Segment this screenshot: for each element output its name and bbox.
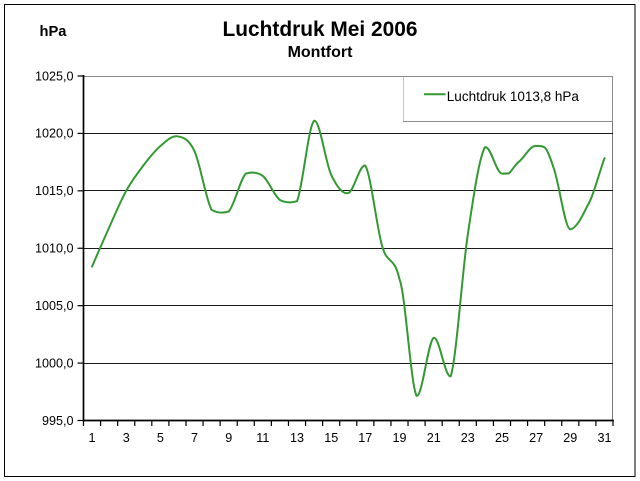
svg-text:Luchtdruk Mei 2006: Luchtdruk Mei 2006 xyxy=(222,18,417,41)
svg-text:1010,0: 1010,0 xyxy=(35,242,74,256)
svg-text:Montfort: Montfort xyxy=(288,44,354,61)
svg-text:1005,0: 1005,0 xyxy=(35,299,74,313)
svg-text:27: 27 xyxy=(529,431,543,445)
svg-text:1: 1 xyxy=(88,431,95,445)
svg-text:1020,0: 1020,0 xyxy=(35,127,74,141)
svg-text:15: 15 xyxy=(324,431,338,445)
svg-text:23: 23 xyxy=(461,431,475,445)
svg-text:11: 11 xyxy=(256,431,269,445)
svg-text:1015,0: 1015,0 xyxy=(35,184,74,198)
svg-text:5: 5 xyxy=(157,431,164,445)
svg-text:21: 21 xyxy=(427,431,441,445)
svg-text:17: 17 xyxy=(358,431,372,445)
svg-text:1025,0: 1025,0 xyxy=(35,69,74,83)
svg-text:25: 25 xyxy=(495,431,509,445)
svg-text:1000,0: 1000,0 xyxy=(35,356,74,370)
svg-text:29: 29 xyxy=(563,431,577,445)
svg-text:13: 13 xyxy=(290,431,304,445)
svg-text:hPa: hPa xyxy=(40,24,68,40)
svg-text:31: 31 xyxy=(597,431,611,445)
svg-text:7: 7 xyxy=(191,431,198,445)
svg-text:3: 3 xyxy=(123,431,130,445)
svg-text:9: 9 xyxy=(225,431,232,445)
svg-text:995,0: 995,0 xyxy=(42,414,74,428)
svg-text:Luchtdruk 1013,8 hPa: Luchtdruk 1013,8 hPa xyxy=(447,89,580,104)
svg-text:19: 19 xyxy=(392,431,406,445)
